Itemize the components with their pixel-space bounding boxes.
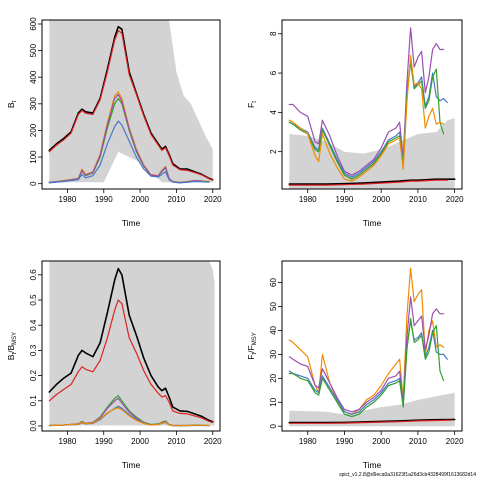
- panel-f: 1980 1990 2000 2010 2020 2 4 6 8 Time Ft: [246, 19, 464, 228]
- x-tick-label: 2000: [372, 195, 390, 204]
- y-tick-label: 20: [269, 373, 278, 382]
- x-tick-label: 2020: [446, 437, 464, 446]
- series-line-red: [288, 419, 452, 424]
- x-tick-label: 1990: [95, 437, 113, 446]
- y-tick-label: 2: [269, 149, 278, 154]
- x-axis-label: Time: [122, 218, 141, 228]
- x-tick-label: 1980: [299, 195, 317, 204]
- y-axis-label: Ft/FMSY: [246, 332, 258, 359]
- x-tick-label: 1990: [336, 437, 354, 446]
- series-line-blue: [48, 120, 210, 184]
- series-line-black: [288, 418, 456, 424]
- y-tick-label: 600: [29, 17, 38, 31]
- y-tick-label: 0.6: [29, 269, 38, 281]
- series-line-orange: [48, 407, 210, 427]
- ci-band: [289, 392, 455, 427]
- y-tick-label: 200: [29, 123, 38, 137]
- series-line-red: [288, 179, 448, 186]
- footer-text: spict_v1.2.8@d9eca0a31623f1a26d3cb432849…: [339, 472, 476, 478]
- y-tick-label: 300: [29, 97, 38, 111]
- y-tick-label: 0.5: [29, 294, 38, 306]
- series-line-red: [48, 299, 214, 423]
- ci-band: [49, 20, 213, 183]
- y-tick-label: 0.2: [29, 369, 38, 381]
- series-line-orange: [288, 267, 445, 415]
- y-axis-label: Bt/BMSY: [6, 332, 18, 360]
- x-tick-label: 2000: [131, 195, 149, 204]
- x-tick-label: 2020: [204, 195, 222, 204]
- y-tick-label: 0.3: [29, 344, 38, 356]
- series-line-black: [48, 267, 214, 423]
- plot-frame: [41, 260, 221, 432]
- y-axis-label: Bt: [6, 101, 18, 109]
- y-tick-label: 6: [269, 70, 278, 75]
- y-tick-label: 30: [269, 349, 278, 358]
- x-axis-label: Time: [363, 460, 382, 470]
- plot-frame: [281, 19, 463, 190]
- x-tick-label: 2010: [409, 195, 427, 204]
- x-tick-label: 1990: [336, 195, 354, 204]
- y-tick-label: 60: [269, 278, 278, 287]
- y-tick-label: 10: [269, 397, 278, 406]
- y-tick-label: 40: [269, 325, 278, 334]
- y-tick-label: 0.0: [29, 420, 38, 432]
- y-tick-label: 0.4: [29, 319, 38, 331]
- series-line-green: [288, 317, 445, 418]
- x-tick-label: 2010: [168, 195, 186, 204]
- series-line-red: [48, 30, 214, 181]
- series-line-black: [288, 178, 456, 185]
- series-line-orange: [288, 54, 445, 182]
- panel-bbmsy: 1980 1990 2000 2010 2020 0.0 0.1 0.2 0.3 0.4 0.5 0.…: [6, 260, 222, 470]
- y-axis-label: Ft: [246, 101, 258, 108]
- x-axis-label: Time: [363, 218, 382, 228]
- series-line-green: [288, 60, 445, 180]
- plot-frame: [281, 260, 463, 432]
- x-tick-label: 2010: [168, 437, 186, 446]
- x-tick-label: 2010: [409, 437, 427, 446]
- x-tick-label: 2020: [446, 195, 464, 204]
- x-tick-label: 1980: [59, 437, 77, 446]
- x-tick-label: 2000: [372, 437, 390, 446]
- panel-ffmsy: 1980 1990 2000 2010 2020 0 10 20 30 40 50 60 Time Ft/…: [246, 260, 464, 470]
- y-tick-label: 500: [29, 43, 38, 57]
- panel-b: 1980 1990 2000 2010 2020 0 100 200 300 400 500 600 T…: [6, 17, 222, 228]
- x-tick-label: 2020: [204, 437, 222, 446]
- y-tick-label: 8: [269, 31, 278, 36]
- series-line-purple: [288, 27, 445, 176]
- y-tick-label: 0.1: [29, 395, 38, 407]
- x-axis-label: Time: [122, 460, 141, 470]
- y-tick-label: 4: [269, 110, 278, 115]
- x-tick-label: 1990: [95, 195, 113, 204]
- series-line-black: [48, 25, 214, 181]
- x-tick-label: 1980: [299, 437, 317, 446]
- y-tick-label: 50: [269, 301, 278, 310]
- plot-frame: [41, 19, 221, 190]
- y-tick-label: 100: [29, 150, 38, 164]
- series-line-purple: [288, 296, 445, 413]
- x-tick-label: 1980: [59, 195, 77, 204]
- ci-band: [289, 118, 455, 189]
- x-tick-label: 2000: [131, 437, 149, 446]
- y-tick-label: 0: [29, 181, 38, 186]
- y-tick-label: 0: [269, 423, 278, 428]
- y-tick-label: 400: [29, 70, 38, 84]
